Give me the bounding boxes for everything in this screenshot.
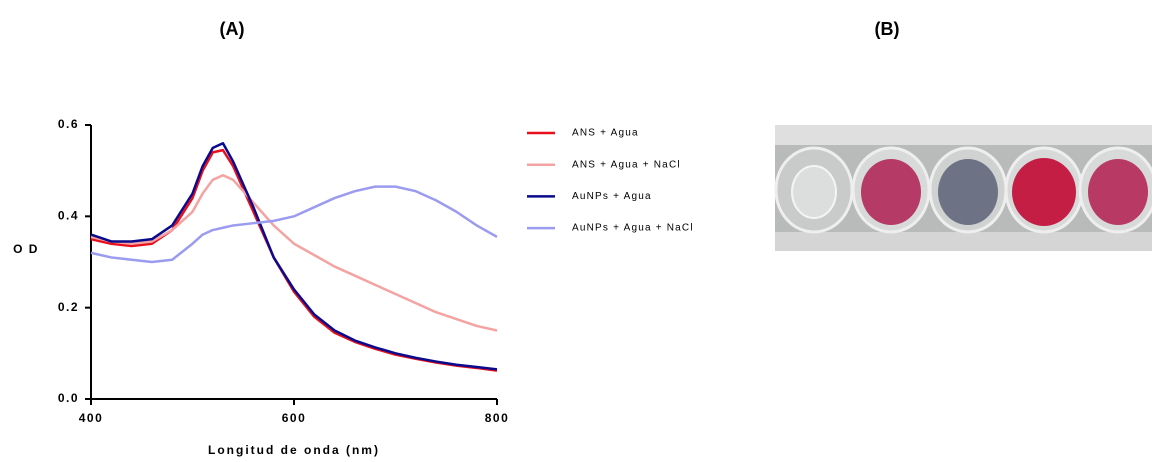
x-axis-label: Longitud de onda (nm) [208,443,380,457]
legend-label: ANS + Agua [572,128,639,139]
legend-label: AuNPs + Agua + NaCl [572,223,694,234]
x-tick-label: 800 [485,411,510,425]
x-tick-label: 600 [282,411,307,425]
line-series [90,185,498,264]
y-tick-label: 0.2 [58,300,79,314]
line-series [90,142,498,371]
photo-label: (B) [875,19,900,39]
line-series [90,148,498,372]
y-tick-label: 0.4 [58,209,79,223]
y-tick-label: 0.6 [58,117,79,131]
y-axis-label: O D [13,242,39,256]
y-tick-label: 0.0 [58,391,79,405]
line-series [90,173,498,332]
legend-label: ANS + Agua + NaCl [572,159,681,170]
legend-label: AuNPs + Agua [572,191,652,202]
chart-title: (A) [220,19,245,39]
x-tick-label: 400 [79,411,104,425]
photo [774,125,1152,251]
